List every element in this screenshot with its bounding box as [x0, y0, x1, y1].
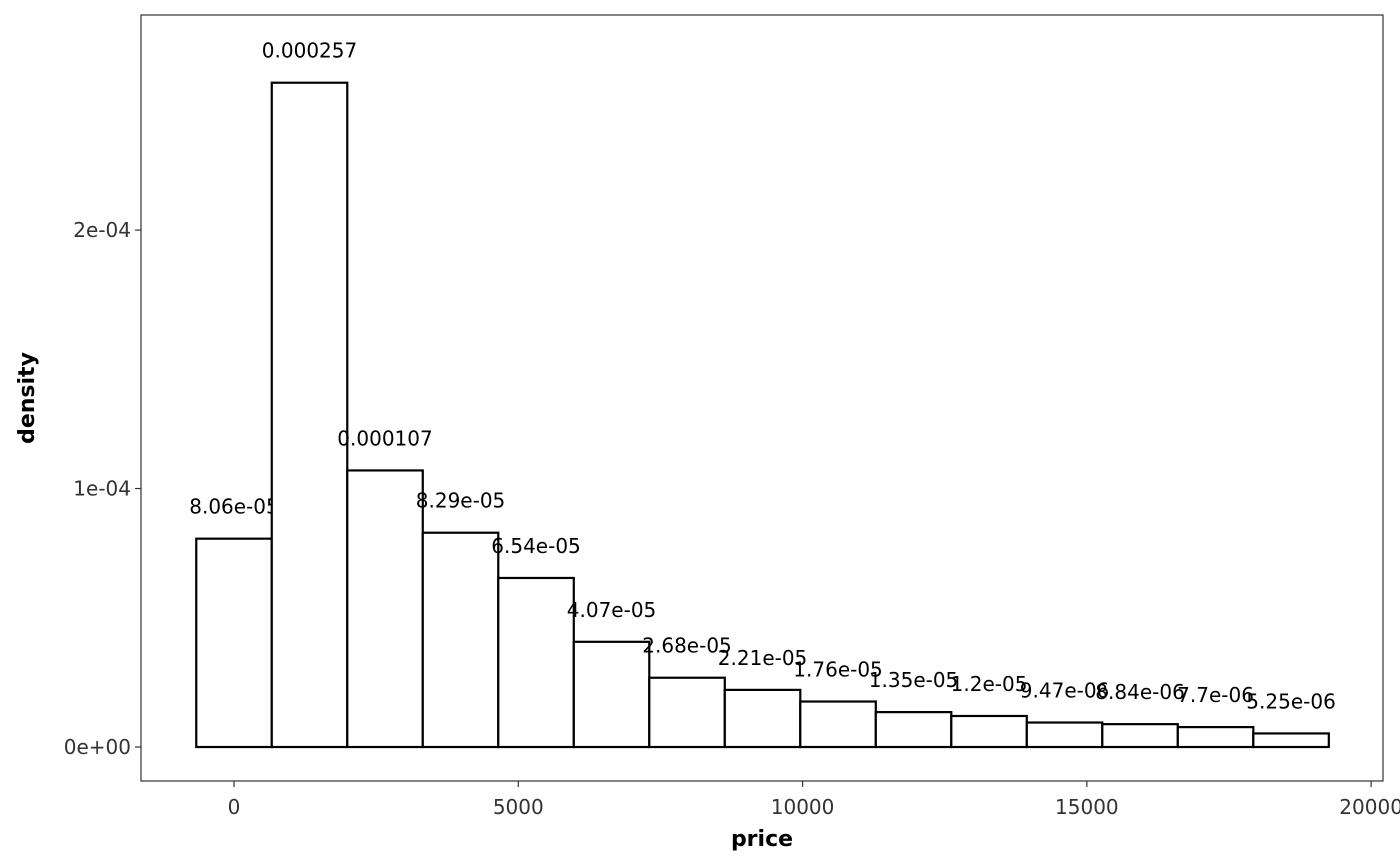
y-tick-label: 1e-04: [73, 477, 131, 501]
value-label: 7.7e-06: [1177, 683, 1254, 707]
value-label: 2.68e-05: [642, 634, 732, 658]
x-tick-label: 15000: [1055, 795, 1119, 819]
bar: [723, 688, 802, 749]
x-axis-title: price: [731, 827, 793, 852]
x-tick-label: 10000: [771, 795, 835, 819]
bar: [195, 537, 273, 749]
y-tick-label: 0e+00: [64, 735, 131, 759]
y-axis-title: density: [15, 352, 40, 444]
value-label: 0.000107: [337, 426, 432, 450]
bar: [346, 469, 424, 749]
value-label: 4.07e-05: [567, 598, 657, 622]
bar: [270, 81, 349, 749]
panel-border: [140, 14, 1384, 782]
value-label: 8.84e-06: [1095, 680, 1185, 704]
value-label: 6.54e-05: [491, 534, 581, 558]
bar: [572, 640, 651, 749]
value-label: 1.2e-05: [951, 672, 1028, 696]
x-tick-label: 0: [228, 795, 241, 819]
value-label: 5.25e-06: [1246, 689, 1336, 713]
bar: [648, 676, 726, 749]
value-label: 8.29e-05: [416, 489, 506, 513]
bar: [950, 714, 1028, 749]
bar: [497, 576, 575, 749]
value-label: 0.000257: [262, 39, 357, 63]
bar: [1176, 726, 1255, 749]
value-label: 1.76e-05: [793, 658, 883, 682]
value-label: 8.06e-05: [189, 495, 279, 519]
value-label: 1.35e-05: [869, 668, 959, 692]
bar: [874, 711, 953, 749]
value-label: 2.21e-05: [718, 646, 808, 670]
value-label: 9.47e-06: [1020, 679, 1110, 703]
y-tick-label: 2e-04: [73, 218, 131, 242]
bar: [1025, 721, 1104, 749]
x-tick-label: 5000: [493, 795, 544, 819]
bar: [1252, 732, 1330, 749]
bar: [421, 531, 500, 749]
bar: [1101, 723, 1179, 749]
x-tick-label: 20000: [1339, 795, 1400, 819]
bar: [799, 700, 877, 749]
